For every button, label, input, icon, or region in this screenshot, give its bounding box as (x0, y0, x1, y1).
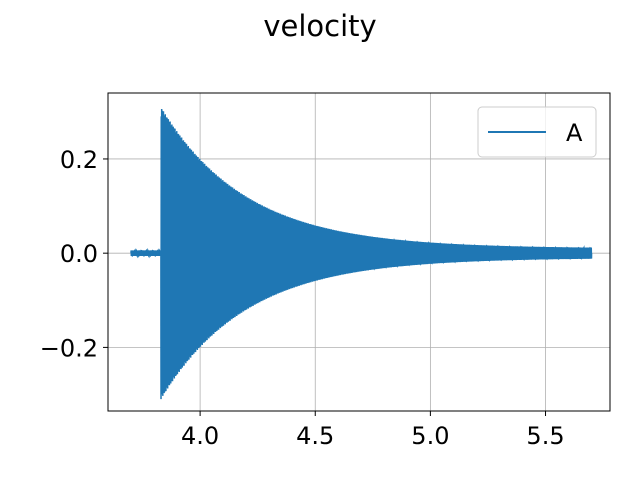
series-layer (130, 109, 593, 400)
series-line-A (130, 109, 593, 400)
y-axis: 0.2 0.0 −0.2 (40, 146, 108, 362)
x-tick-label: 5.5 (526, 422, 564, 450)
plot-frame (107, 92, 611, 412)
legend: A (477, 106, 597, 158)
y-tick-label: 0.0 (60, 240, 98, 268)
x-tick-label: 4.0 (181, 422, 219, 450)
x-tick-label: 4.5 (296, 422, 334, 450)
y-tick-label: −0.2 (40, 334, 98, 362)
chart-title: velocity (263, 9, 376, 43)
y-tick-label: 0.2 (60, 146, 98, 174)
legend-label: A (566, 119, 583, 147)
x-axis: 4.0 4.5 5.0 5.5 (181, 411, 565, 450)
x-tick-label: 5.0 (411, 422, 449, 450)
